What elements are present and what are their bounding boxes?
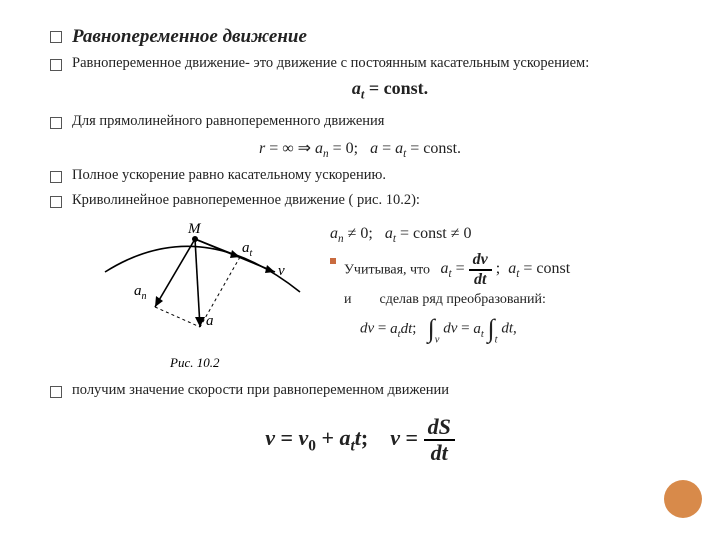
body-text: Полное ускорение равно касательному уско… <box>72 166 386 186</box>
bullet-1: Равнопеременное движение- это движение с… <box>50 54 670 74</box>
bullet-marker <box>50 31 62 43</box>
title-row: Равнопеременное движение <box>50 26 670 48</box>
diagram-and-side: M v at an a Рис. <box>100 217 670 377</box>
slide-title: Равнопеременное движение <box>72 26 307 48</box>
side-bullet-1: Учитывая, что at = dvdt ; at = const <box>330 251 670 288</box>
svg-text:an: an <box>134 283 147 302</box>
side-text: Учитывая, что <box>344 262 430 277</box>
body-text: Равнопеременное движение- это движение с… <box>72 54 589 74</box>
bullet-5: получим значение скорости при равноперем… <box>50 381 670 401</box>
body-text: Криволинейное равнопеременное движение (… <box>72 191 420 211</box>
body-text: Для прямолинейного равнопеременного движ… <box>72 112 384 132</box>
svg-text:at: at <box>242 240 253 259</box>
bullet-marker <box>50 117 62 129</box>
bullet-marker <box>50 386 62 398</box>
figure-caption: Рис. 10.2 <box>169 355 220 370</box>
bullet-marker <box>50 59 62 71</box>
bullet-marker <box>50 171 62 183</box>
label-v: v <box>278 263 285 279</box>
formula-at-dv-dt: at = dvdt ; at = const <box>441 260 571 277</box>
formula-integral: dv = atdt; ∫v dv = at ∫t dt, <box>330 314 670 345</box>
bullet-3: Полное ускорение равно касательному уско… <box>50 166 670 186</box>
bullet-4: Криволинейное равнопеременное движение (… <box>50 191 670 211</box>
formula-velocity: v = v0 + att; v = dSdt <box>50 415 670 465</box>
side-text-i: и <box>344 292 352 307</box>
formula-rectilinear: r = ∞ ⇒ an = 0; a = at = const. <box>50 138 670 160</box>
side-column: an ≠ 0; at = const ≠ 0 Учитывая, что at … <box>330 217 670 346</box>
bullet-2: Для прямолинейного равнопеременного движ… <box>50 112 670 132</box>
label-M: M <box>187 221 202 237</box>
side-text-right: сделав ряд преобразований: <box>380 292 546 307</box>
figure-svg: M v at an a Рис. <box>100 217 310 377</box>
formula-at-const: at = const. <box>50 78 670 103</box>
accent-circle-icon <box>664 480 702 518</box>
side-bullet-2: и сделав ряд преобразований: <box>344 292 670 308</box>
body-text: получим значение скорости при равноперем… <box>72 381 449 401</box>
bullet-marker <box>50 196 62 208</box>
slide: Равнопеременное движение Равнопеременное… <box>0 0 720 540</box>
formula-an-at: an ≠ 0; at = const ≠ 0 <box>330 225 670 245</box>
figure-10-2: M v at an a Рис. <box>100 217 310 377</box>
side-marker-icon <box>330 258 336 264</box>
